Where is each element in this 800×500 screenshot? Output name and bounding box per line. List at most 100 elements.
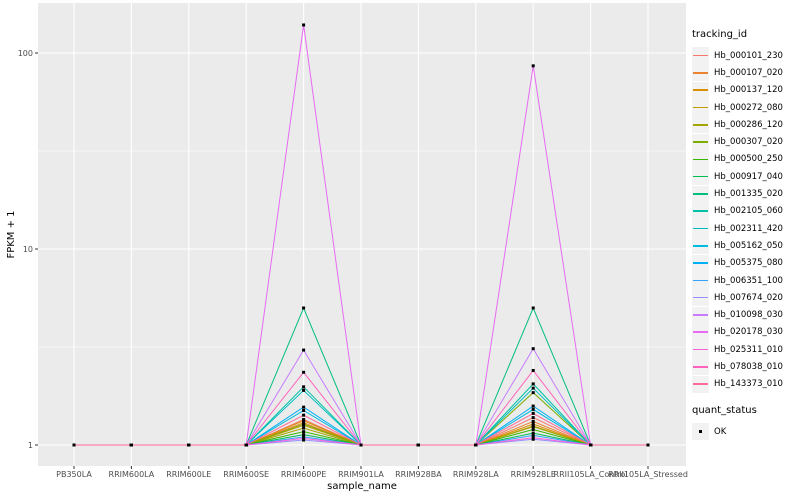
data-point bbox=[302, 436, 306, 440]
x-tick-label: RRIM928LE bbox=[511, 470, 556, 479]
legend-item-label: Hb_025311_010 bbox=[714, 344, 783, 355]
data-point bbox=[531, 411, 535, 415]
data-point bbox=[302, 413, 306, 417]
legend-item-Hb_010098_030: Hb_010098_030 bbox=[692, 306, 798, 324]
x-axis-title: sample_name bbox=[327, 481, 397, 492]
y-tick-label: 100 bbox=[18, 49, 33, 58]
legend-color-line-icon bbox=[693, 210, 708, 212]
data-point bbox=[72, 443, 76, 447]
data-point bbox=[302, 438, 306, 442]
legend-item-label: Hb_000137_120 bbox=[714, 85, 783, 96]
data-point bbox=[589, 443, 593, 447]
data-point bbox=[359, 443, 363, 447]
x-tick-label: RRIM600SE bbox=[223, 470, 269, 479]
legend-item-Hb_005162_050: Hb_005162_050 bbox=[692, 237, 798, 255]
data-point bbox=[302, 348, 306, 352]
data-point bbox=[302, 419, 306, 423]
data-point bbox=[531, 431, 535, 435]
legend-key bbox=[692, 358, 709, 376]
legend-key bbox=[692, 64, 709, 82]
legend-panel: tracking_id Hb_000101_230 Hb_000107_020 Hb… bbox=[692, 29, 798, 441]
legend-key bbox=[692, 341, 709, 359]
legend-key bbox=[692, 375, 709, 393]
legend-item-Hb_005375_080: Hb_005375_080 bbox=[692, 254, 798, 272]
y-axis-title: FPKM + 1 bbox=[6, 210, 17, 258]
data-point bbox=[244, 443, 248, 447]
data-point bbox=[531, 419, 535, 423]
legend-item-label: Hb_000107_020 bbox=[714, 67, 783, 78]
legend-color-line-icon bbox=[693, 141, 708, 143]
legend-color-line-icon bbox=[693, 193, 708, 195]
data-point bbox=[531, 436, 535, 440]
data-point bbox=[531, 368, 535, 372]
legend-color-line-icon bbox=[693, 72, 708, 74]
data-point bbox=[187, 443, 191, 447]
legend-item-Hb_000137_120: Hb_000137_120 bbox=[692, 81, 798, 99]
legend-item-Hb_000500_250: Hb_000500_250 bbox=[692, 150, 798, 168]
data-point bbox=[531, 391, 535, 395]
legend-item-label: Hb_002105_060 bbox=[714, 206, 783, 217]
data-point bbox=[302, 435, 306, 439]
legend-key bbox=[692, 254, 709, 272]
legend-item-Hb_025311_010: Hb_025311_010 bbox=[692, 341, 798, 359]
legend-key bbox=[692, 150, 709, 168]
legend-key bbox=[692, 289, 709, 307]
legend-item-label: Hb_020178_030 bbox=[714, 327, 783, 338]
legend-color-line-icon bbox=[693, 158, 708, 161]
x-tick-label: RRIM928LA bbox=[453, 470, 499, 479]
legend-item-Hb_078038_010: Hb_078038_010 bbox=[692, 358, 798, 376]
data-point bbox=[531, 427, 535, 431]
legend-item-label: OK bbox=[714, 426, 727, 437]
data-point bbox=[531, 404, 535, 408]
legend-item-quant-OK: OK bbox=[692, 423, 798, 441]
legend-item-Hb_143373_010: Hb_143373_010 bbox=[692, 375, 798, 393]
legend-item-Hb_002311_420: Hb_002311_420 bbox=[692, 220, 798, 238]
data-point bbox=[531, 347, 535, 351]
x-tick-label: RRIM901LA bbox=[338, 470, 384, 479]
legend-item-label: Hb_000917_040 bbox=[714, 171, 783, 182]
legend-item-label: Hb_000272_080 bbox=[714, 102, 783, 113]
data-point bbox=[302, 422, 306, 426]
data-point bbox=[531, 433, 535, 437]
y-tick-label: 1 bbox=[28, 441, 33, 450]
legend-color-line-icon bbox=[693, 366, 708, 368]
data-point bbox=[531, 425, 535, 429]
x-tick-label: RRIM600PE bbox=[281, 470, 327, 479]
legend-items-quant: OK bbox=[692, 423, 798, 441]
legend-key bbox=[692, 99, 709, 117]
legend-key bbox=[692, 323, 709, 341]
legend-item-label: Hb_006351_100 bbox=[714, 275, 783, 286]
legend-item-label: Hb_000500_250 bbox=[714, 154, 783, 165]
legend-key bbox=[692, 272, 709, 289]
data-point bbox=[302, 306, 306, 310]
legend-key bbox=[692, 306, 709, 324]
black-square-point-icon bbox=[698, 429, 703, 434]
legend-item-label: Hb_078038_010 bbox=[714, 361, 783, 372]
data-point bbox=[531, 407, 535, 411]
legend-color-line-icon bbox=[693, 106, 708, 109]
legend-key bbox=[692, 133, 709, 151]
legend-color-line-icon bbox=[693, 279, 708, 282]
data-point bbox=[531, 64, 535, 68]
legend-key bbox=[692, 116, 709, 134]
data-point bbox=[302, 433, 306, 437]
data-point bbox=[302, 23, 306, 27]
legend-item-Hb_000101_230: Hb_000101_230 bbox=[692, 47, 798, 65]
legend-item-label: Hb_000286_120 bbox=[714, 119, 783, 130]
legend-key bbox=[692, 185, 709, 203]
legend-color-line-icon bbox=[693, 262, 708, 264]
data-point bbox=[416, 443, 420, 447]
legend-key bbox=[692, 81, 709, 99]
data-point bbox=[531, 416, 535, 420]
data-point bbox=[531, 386, 535, 390]
legend-item-label: Hb_010098_030 bbox=[714, 310, 783, 321]
legend-item-label: Hb_005375_080 bbox=[714, 258, 783, 269]
legend-item-Hb_000917_040: Hb_000917_040 bbox=[692, 168, 798, 186]
data-point bbox=[531, 382, 535, 386]
data-point bbox=[646, 443, 650, 447]
legend-title-tracking-id: tracking_id bbox=[692, 29, 748, 40]
data-point bbox=[302, 405, 306, 409]
legend-item-label: Hb_000307_020 bbox=[714, 137, 783, 148]
y-tick-label: 10 bbox=[23, 245, 33, 254]
